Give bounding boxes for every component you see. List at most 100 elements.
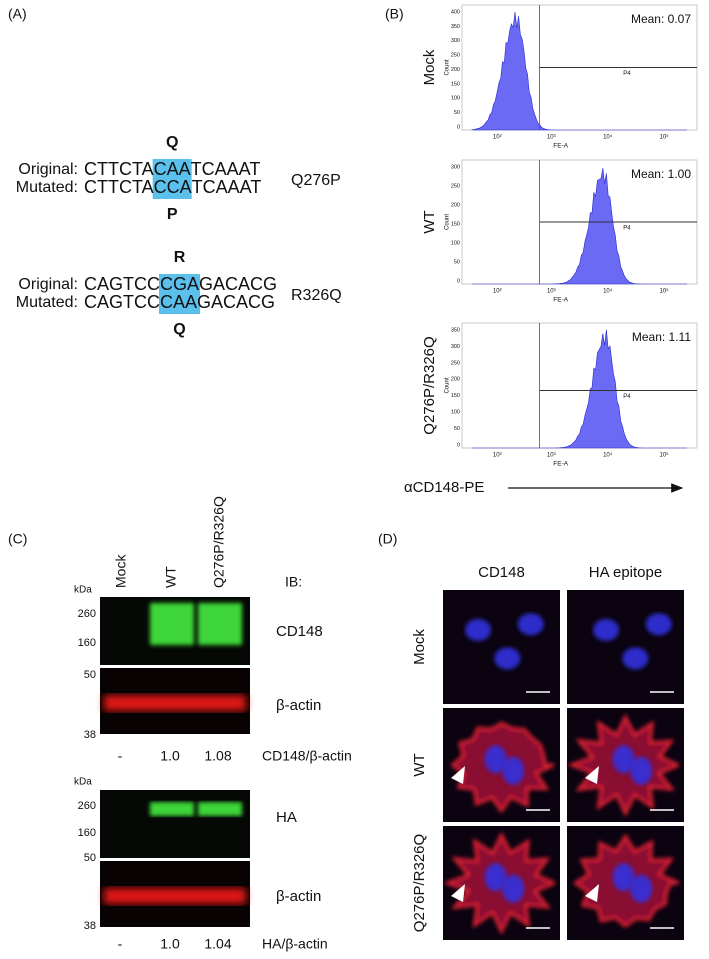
mean-value: Mean: 1.11: [632, 330, 691, 344]
axis-label: αCD148-PE: [404, 479, 484, 496]
row-label: Original:: [18, 161, 78, 178]
nucleus: [593, 618, 620, 641]
band: [150, 802, 194, 816]
y-axis-label: Count: [445, 377, 451, 393]
sample-label: WT: [421, 210, 438, 233]
nucleus: [622, 647, 649, 670]
micrograph: [567, 590, 684, 704]
histogram: [472, 168, 687, 285]
y-tick-label: 150: [451, 221, 460, 227]
marker-label: 260: [78, 608, 96, 620]
x-tick-label: 10³: [547, 289, 556, 295]
lane-label: WT: [163, 566, 179, 588]
sequence: GACACG: [197, 292, 275, 312]
y-tick-label: 50: [454, 426, 460, 432]
sequence: CTTCTA: [84, 159, 154, 179]
gate-label: P4: [623, 394, 631, 400]
arrowhead: [585, 884, 599, 902]
y-tick-label: 50: [454, 110, 460, 116]
marker-label: 160: [78, 827, 96, 839]
nucleus: [484, 745, 507, 774]
sequence: CGA: [160, 274, 199, 294]
unit-label: kDa: [74, 585, 92, 596]
band: [104, 695, 246, 711]
y-tick-label: 350: [451, 327, 460, 333]
y-axis-label: Count: [445, 214, 451, 230]
nucleus: [502, 756, 525, 785]
histogram: [472, 329, 687, 449]
y-tick-label: 100: [451, 410, 460, 416]
y-tick-label: 400: [451, 9, 460, 15]
panel-label: (C): [8, 531, 27, 547]
blot-label: β-actin: [276, 888, 321, 905]
nucleus: [612, 863, 635, 892]
row-label: Original:: [18, 276, 78, 293]
y-tick-label: 200: [451, 377, 460, 383]
marker-label: 38: [84, 920, 96, 932]
sample-label: Q276P/R326Q: [421, 336, 438, 434]
nucleus: [484, 863, 507, 892]
ratio-value: 1.04: [204, 936, 231, 952]
x-tick-label: 10³: [547, 453, 556, 459]
sequence: CCA: [154, 177, 192, 197]
x-tick-label: 10⁴: [603, 134, 613, 141]
ratio-value: 1.0: [160, 748, 180, 764]
nucleus: [517, 613, 544, 636]
marker-label: 38: [84, 729, 96, 741]
residue: Q: [173, 321, 185, 338]
nucleus: [465, 618, 492, 641]
y-tick-label: 300: [451, 38, 460, 44]
micrograph: [443, 590, 560, 704]
sequence: CAGTCC: [84, 274, 160, 294]
arrowhead: [451, 766, 465, 784]
blot-label: β-actin: [276, 697, 321, 714]
nucleus: [645, 613, 672, 636]
panel-label: (A): [8, 6, 27, 22]
column-label: HA epitope: [589, 564, 662, 581]
y-tick-label: 100: [451, 96, 460, 102]
y-axis-label: Count: [445, 59, 451, 75]
x-tick-label: 10⁵: [660, 134, 670, 141]
y-tick-label: 100: [451, 240, 460, 246]
y-tick-label: 200: [451, 202, 460, 208]
y-tick-label: 150: [451, 393, 460, 399]
y-tick-label: 0: [457, 278, 460, 284]
ratio-value: 1.0: [160, 936, 180, 952]
scale-bar-label: 25 µm: [655, 931, 669, 937]
mutation-name: Q276P: [291, 172, 341, 189]
marker-label: 260: [78, 800, 96, 812]
codon-highlight: [159, 274, 201, 314]
row-label: Mutated:: [16, 179, 78, 196]
arrowhead: [451, 884, 465, 902]
scale-bar-label: 25 µm: [531, 813, 545, 819]
lane-label: Mock: [113, 554, 129, 588]
x-tick-label: 10²: [493, 135, 502, 141]
y-tick-label: 350: [451, 24, 460, 30]
x-tick-label: 10⁴: [603, 288, 613, 295]
blot-label: HA: [276, 809, 297, 826]
blot-label: CD148: [276, 623, 323, 640]
residue: P: [167, 206, 178, 223]
residue: Q: [166, 134, 178, 151]
y-tick-label: 200: [451, 67, 460, 73]
row-label: Q276P/R326Q: [411, 834, 428, 932]
y-tick-label: 0: [457, 442, 460, 448]
residue: R: [174, 249, 186, 266]
x-axis-label: FE-A: [553, 461, 568, 468]
y-tick-label: 150: [451, 81, 460, 87]
lane-label: Q276P/R326Q: [211, 496, 227, 588]
band: [150, 603, 194, 645]
x-axis-label: FE-A: [553, 297, 568, 304]
y-tick-label: 300: [451, 164, 460, 170]
mean-value: Mean: 0.07: [631, 12, 691, 26]
x-tick-label: 10⁴: [603, 452, 613, 459]
row-label: Mock: [411, 629, 428, 665]
marker-label: 50: [84, 852, 96, 864]
nucleus: [630, 874, 653, 903]
ratio-label: HA/β-actin: [262, 936, 328, 952]
x-tick-label: 10²: [493, 289, 502, 295]
blot-target: [100, 790, 250, 858]
column-label: CD148: [478, 564, 525, 581]
x-tick-label: 10²: [493, 453, 502, 459]
marker-label: 160: [78, 637, 96, 649]
